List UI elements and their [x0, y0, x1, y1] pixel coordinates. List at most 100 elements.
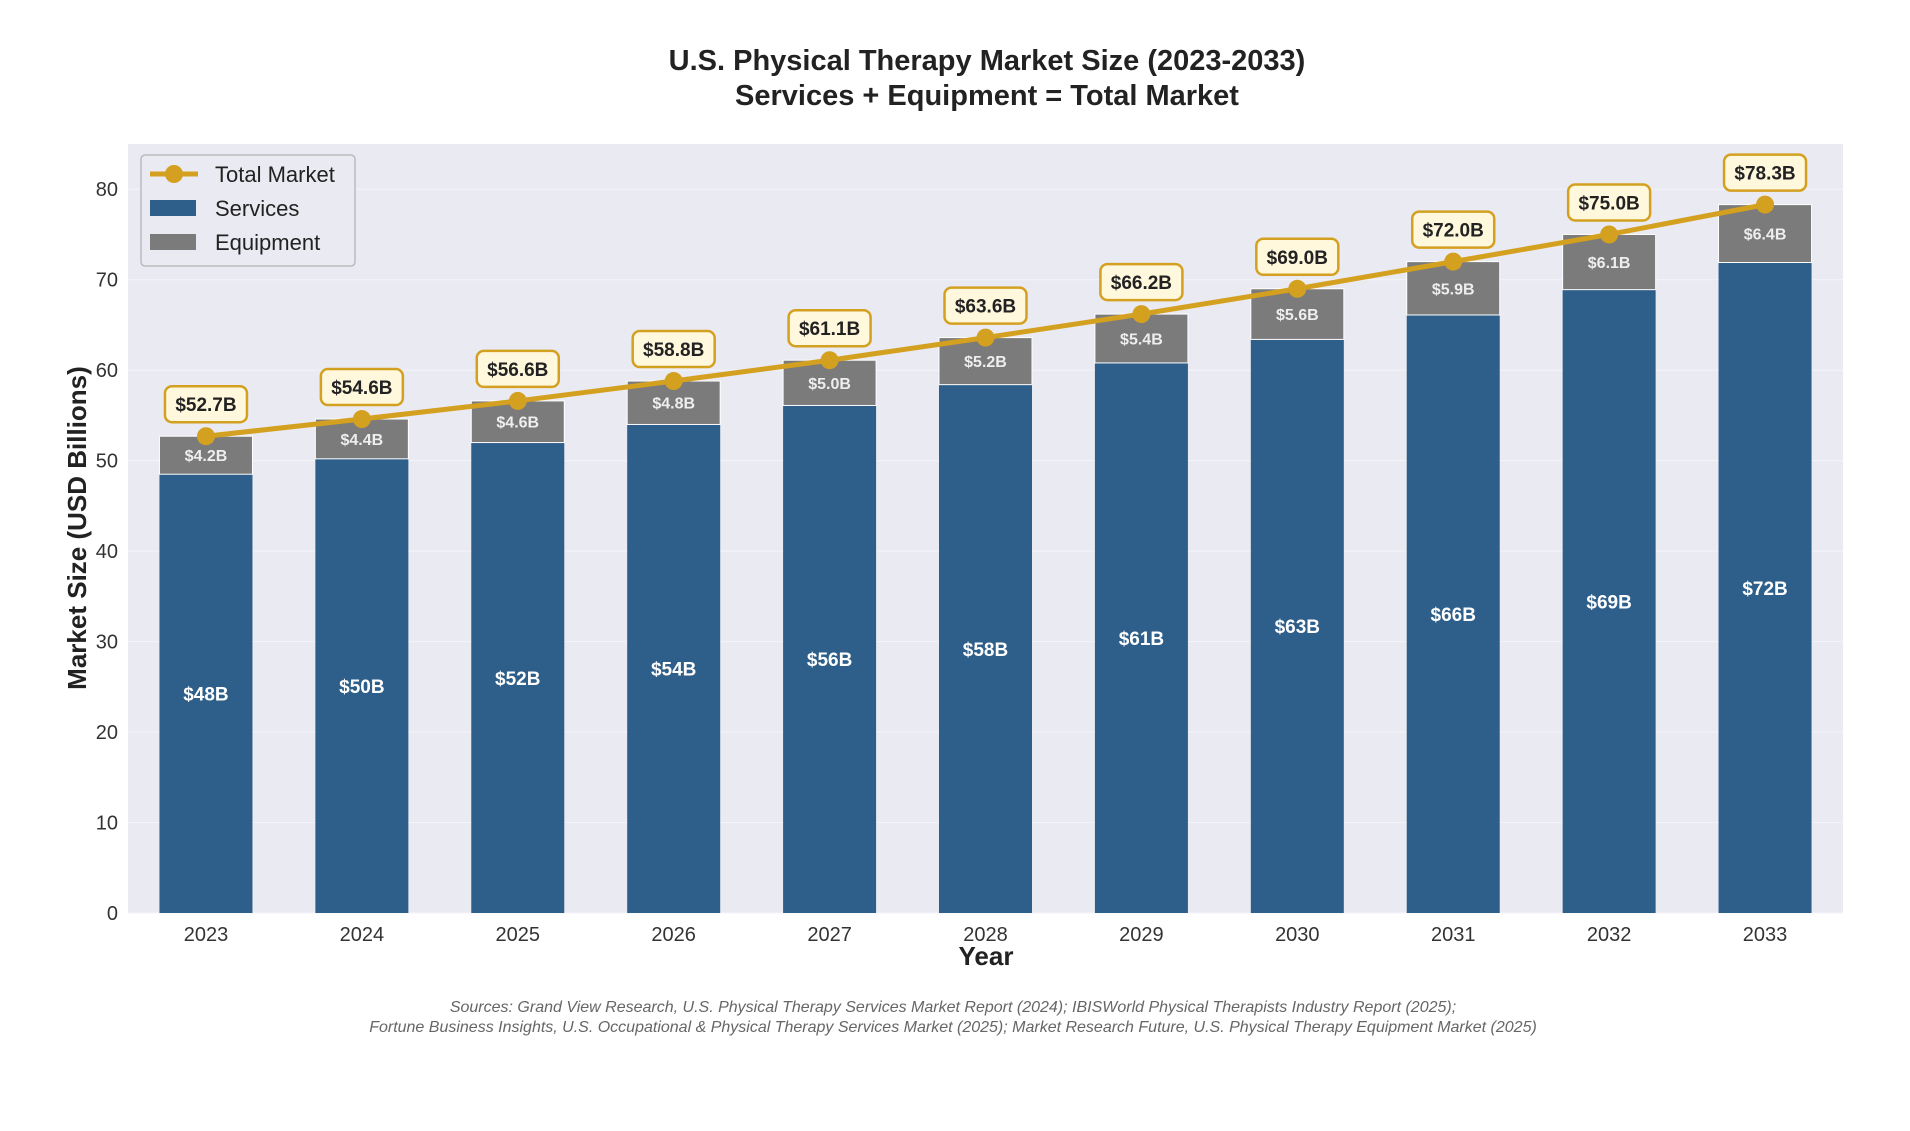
services-bar [1562, 289, 1656, 913]
total-market-point [820, 351, 839, 370]
equipment-data-label: $5.6B [1276, 307, 1319, 324]
services-bar [627, 424, 721, 913]
source-note-line-1: Sources: Grand View Research, U.S. Physi… [450, 999, 1456, 1016]
total-label-box [1410, 210, 1496, 249]
equipment-data-label: $6.1B [1588, 255, 1631, 272]
y-tick-label: 10 [96, 813, 118, 835]
total-market-point [1756, 195, 1775, 214]
total-market-point [1288, 279, 1307, 298]
services-bar [159, 474, 253, 913]
services-data-label: $50B [339, 677, 384, 698]
total-label-box [163, 384, 249, 424]
equipment-data-label: $5.9B [1432, 281, 1475, 298]
legend-label-services: Services [215, 196, 299, 221]
total-market-point [1444, 252, 1463, 271]
total-market-point [196, 427, 215, 446]
equipment-data-label: $6.4B [1744, 227, 1787, 244]
services-data-label: $54B [651, 660, 696, 681]
total-label-box [319, 367, 405, 407]
services-data-label: $58B [963, 640, 1008, 661]
services-data-label: $72B [1742, 579, 1787, 600]
x-tick-label: 2032 [1587, 924, 1632, 946]
y-tick-label: 40 [96, 541, 118, 563]
y-axis-label: Market Size (USD Billions) [62, 366, 92, 690]
equipment-data-label: $5.0B [808, 376, 851, 393]
services-data-label: $61B [1119, 629, 1164, 650]
total-data-label: $52.7B [175, 395, 236, 416]
services-data-label: $48B [183, 685, 228, 706]
x-axis-label: Year [959, 941, 1014, 971]
y-tick-label: 30 [96, 632, 118, 654]
total-market-point [664, 372, 683, 391]
source-note-line-2: Fortune Business Insights, U.S. Occupati… [369, 1019, 1537, 1036]
y-tick-label: 20 [96, 722, 118, 744]
total-data-label: $75.0B [1578, 193, 1639, 214]
total-market-point [1600, 225, 1619, 244]
x-tick-label: 2029 [1119, 924, 1164, 946]
equipment-data-label: $4.4B [341, 432, 384, 449]
total-market-point [1132, 305, 1151, 324]
total-data-label: $72.0B [1423, 221, 1484, 242]
services-bar [1406, 314, 1500, 914]
total-label-box [1099, 262, 1184, 302]
total-data-label: $56.6B [487, 360, 548, 381]
total-label-box [943, 286, 1028, 325]
legend-swatch-services [150, 200, 196, 216]
y-tick-label: 80 [96, 179, 118, 201]
total-market-point [508, 391, 527, 410]
services-bar [783, 405, 877, 913]
y-tick-label: 50 [96, 451, 118, 473]
total-label-box [1722, 153, 1808, 192]
services-data-label: $69B [1586, 592, 1631, 613]
x-tick-label: 2031 [1431, 924, 1476, 946]
equipment-bar [1562, 233, 1657, 291]
equipment-data-label: $5.4B [1120, 332, 1163, 349]
y-tick-label: 0 [107, 903, 118, 925]
total-label-box [475, 349, 561, 389]
services-bar [1718, 262, 1812, 913]
total-data-label: $63.6B [955, 297, 1016, 318]
services-data-label: $56B [807, 650, 852, 671]
services-data-label: $52B [495, 669, 540, 690]
equipment-data-label: $4.6B [496, 415, 539, 432]
x-tick-label: 2028 [963, 924, 1008, 946]
services-data-label: $66B [1431, 605, 1476, 626]
x-tick-label: 2025 [496, 924, 541, 946]
x-tick-label: 2026 [651, 924, 696, 946]
total-label-box [1566, 183, 1652, 222]
total-data-label: $69.0B [1267, 248, 1328, 269]
total-data-label: $66.2B [1111, 273, 1172, 294]
equipment-data-label: $4.2B [185, 448, 228, 465]
services-bar [471, 442, 565, 913]
total-label-box [1255, 237, 1340, 277]
legend-marker-icon [165, 165, 183, 183]
total-data-label: $78.3B [1734, 164, 1795, 185]
y-tick-label: 70 [96, 270, 118, 292]
equipment-data-label: $5.2B [964, 354, 1007, 371]
equipment-data-label: $4.8B [652, 396, 695, 413]
legend: Total Market Services Equipment [140, 154, 356, 267]
services-bar [1250, 339, 1344, 913]
total-label-box [631, 329, 716, 369]
legend-label-equipment: Equipment [215, 230, 320, 255]
chart-subtitle: Services + Equipment = Total Market [735, 80, 1239, 112]
x-tick-label: 2024 [340, 924, 385, 946]
equipment-bar [1718, 204, 1813, 264]
legend-label-total: Total Market [215, 162, 335, 187]
total-data-label: $54.6B [331, 378, 392, 399]
x-tick-label: 2027 [807, 924, 852, 946]
total-data-label: $58.8B [643, 340, 704, 361]
total-data-label: $61.1B [799, 319, 860, 340]
services-bar [939, 384, 1032, 914]
services-data-label: $63B [1275, 617, 1320, 638]
chart-title: U.S. Physical Therapy Market Size (2023-… [669, 45, 1306, 77]
x-tick-label: 2023 [184, 924, 229, 946]
legend-swatch-equipment [150, 234, 196, 250]
x-tick-label: 2030 [1275, 924, 1320, 946]
total-label-box [787, 308, 872, 348]
x-tick-label: 2033 [1743, 924, 1788, 946]
total-market-point [976, 328, 995, 347]
y-tick-label: 60 [96, 360, 118, 382]
services-bar [1094, 362, 1188, 913]
